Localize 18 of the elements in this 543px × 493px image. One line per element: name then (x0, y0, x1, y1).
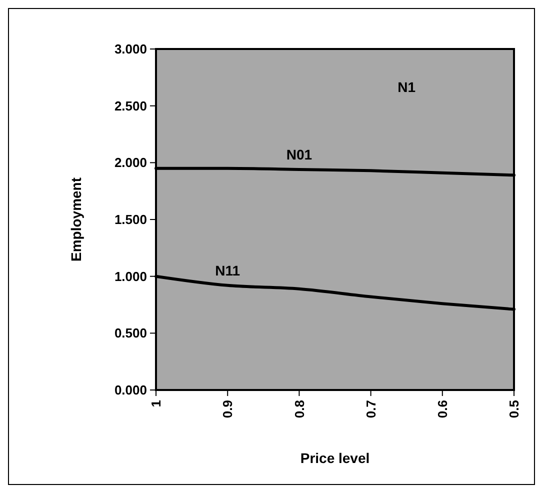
y-tick-label: 0.500 (114, 326, 147, 341)
y-tick-label: 2.500 (114, 98, 147, 114)
y-axis-title: Employment (68, 177, 84, 262)
x-tick-label: 0.5 (506, 400, 522, 418)
x-tick-label: 1 (148, 400, 164, 408)
y-tick-label: 0.000 (114, 382, 147, 398)
y-tick-label: 1.500 (114, 212, 147, 228)
x-axis-title: Price level (300, 450, 370, 466)
y-tick-label: 1.000 (114, 268, 147, 284)
y-tick-label: 2.000 (114, 155, 147, 170)
x-tick-label: 0.8 (292, 400, 307, 418)
x-tick-label: 0.9 (220, 400, 236, 418)
series-label: N11 (215, 262, 240, 278)
annotation: N1 (398, 79, 416, 96)
x-tick-label: 0.7 (363, 400, 378, 418)
x-tick-label: 0.6 (434, 400, 450, 418)
y-tick-label: 3.000 (114, 42, 147, 57)
series-label: N01 (286, 146, 312, 162)
